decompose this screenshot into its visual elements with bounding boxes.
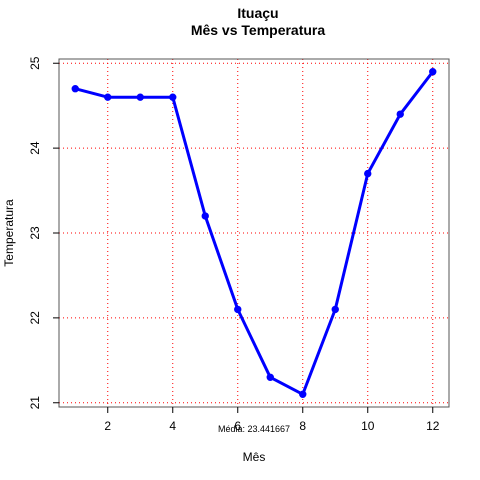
y-tick-label: 21 [28, 396, 42, 410]
data-point [266, 373, 274, 381]
mean-annotation: Média: 23.441667 [218, 424, 290, 434]
series-line [71, 68, 437, 398]
chart-title: Ituaçu [237, 5, 278, 21]
data-point [71, 85, 79, 93]
y-tick-label: 24 [28, 141, 42, 155]
x-tick-label: 4 [169, 419, 176, 433]
data-point [299, 390, 307, 398]
x-tick-label: 6 [234, 419, 241, 433]
data-point [201, 212, 209, 220]
x-tick-label: 2 [104, 419, 111, 433]
data-point [169, 93, 177, 101]
data-point [396, 110, 404, 118]
chart-subtitle: Mês vs Temperatura [191, 22, 326, 38]
data-point [104, 93, 112, 101]
data-point [429, 68, 437, 76]
data-point [364, 169, 372, 178]
x-tick-label: 8 [299, 419, 306, 433]
data-point [331, 305, 339, 314]
y-tick-label: 25 [28, 56, 42, 70]
x-tick-label: 10 [361, 419, 375, 433]
x-axis: 2 4 6 8 10 12 [104, 407, 440, 433]
data-point [234, 305, 242, 314]
plot-frame [58, 58, 450, 408]
x-axis-label: Mês [243, 450, 266, 464]
grid [59, 59, 449, 407]
y-tick-label: 23 [28, 226, 42, 240]
y-tick-label: 22 [28, 311, 42, 325]
y-axis: 21 22 23 24 25 [28, 56, 59, 409]
y-axis-label: Temperatura [2, 199, 16, 267]
series-polyline [74, 70, 434, 396]
x-tick-label: 12 [426, 419, 440, 433]
data-point [136, 93, 144, 101]
